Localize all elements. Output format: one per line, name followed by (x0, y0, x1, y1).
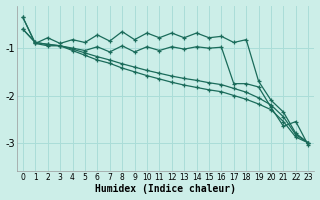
X-axis label: Humidex (Indice chaleur): Humidex (Indice chaleur) (95, 184, 236, 194)
